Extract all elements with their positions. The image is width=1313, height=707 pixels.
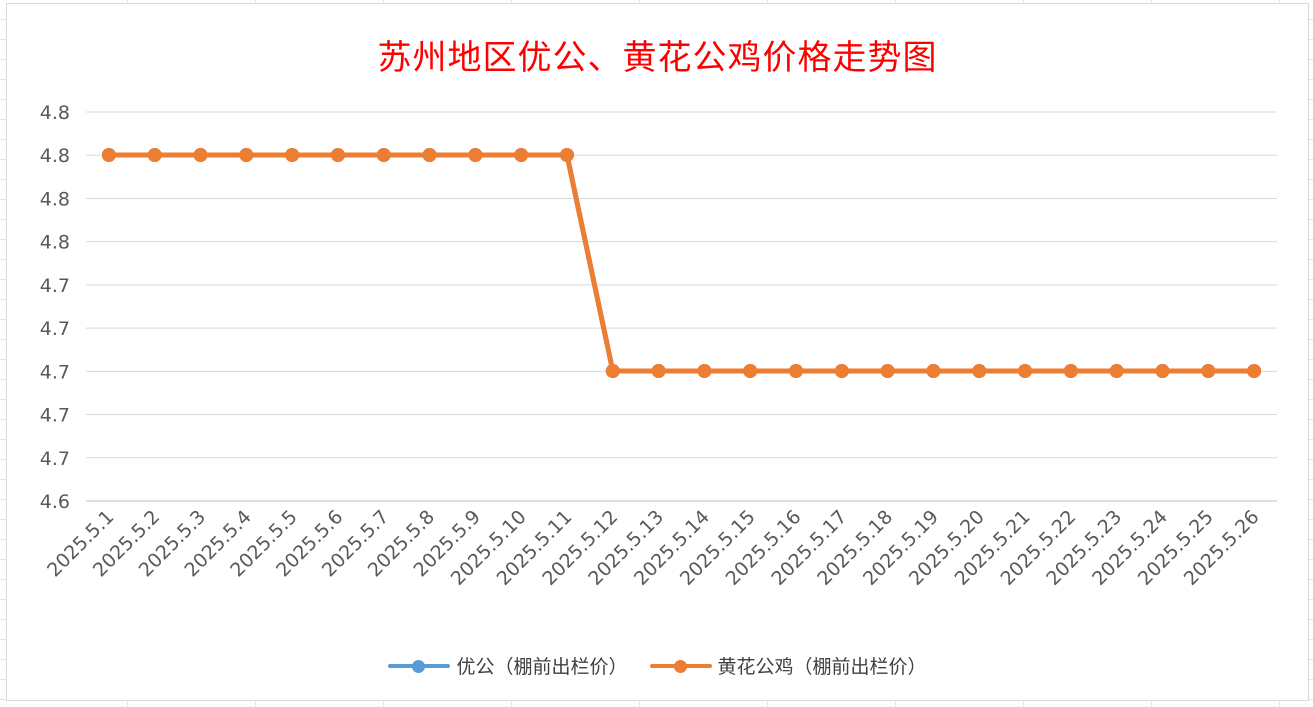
data-point-series-2 <box>330 148 345 162</box>
data-point-series-2 <box>239 148 254 162</box>
data-point-series-2 <box>147 148 162 162</box>
y-tick-label: 4.7 <box>40 361 70 383</box>
chart-container[interactable]: 苏州地区优公、黄花公鸡价格走势图 优公（棚前出栏价） 黄花公鸡（棚前出栏价） <box>6 3 1309 701</box>
legend-item-series-1: 优公（棚前出栏价） <box>388 652 628 679</box>
legend-label-series-2: 黄花公鸡（棚前出栏价） <box>717 656 927 678</box>
data-point-series-2 <box>605 364 620 378</box>
data-point-series-2 <box>926 364 941 378</box>
legend-label-series-1: 优公（棚前出栏价） <box>456 656 628 678</box>
y-tick-label: 4.8 <box>40 232 70 254</box>
legend: 优公（棚前出栏价） 黄花公鸡（棚前出栏价） <box>7 652 1308 679</box>
data-point-series-2 <box>101 148 116 162</box>
data-point-series-2 <box>376 148 391 162</box>
legend-marker-series-2 <box>673 659 687 673</box>
data-point-series-2 <box>193 148 208 162</box>
data-point-series-2 <box>468 148 483 162</box>
y-tick-label: 4.8 <box>40 188 70 210</box>
data-point-series-2 <box>1063 364 1078 378</box>
data-point-series-2 <box>651 364 666 378</box>
legend-item-series-2: 黄花公鸡（棚前出栏价） <box>649 652 927 679</box>
data-point-series-2 <box>834 364 849 378</box>
y-tick-label: 4.7 <box>40 275 70 297</box>
y-tick-label: 4.8 <box>40 102 70 124</box>
y-tick-label: 4.8 <box>40 145 70 167</box>
y-tick-label: 4.6 <box>40 491 70 513</box>
data-point-series-2 <box>285 148 300 162</box>
chart-title: 苏州地区优公、黄花公鸡价格走势图 <box>377 38 938 78</box>
series-line-2 <box>106 152 1257 374</box>
data-point-series-2 <box>697 364 712 378</box>
data-point-series-2 <box>514 148 529 162</box>
legend-swatch-series-1 <box>388 659 451 673</box>
data-point-series-2 <box>1201 364 1216 378</box>
legend-swatch-series-2 <box>649 659 712 673</box>
y-tick-label: 4.7 <box>40 405 70 427</box>
data-point-series-2 <box>743 364 758 378</box>
data-point-series-2 <box>422 148 437 162</box>
data-point-series-2 <box>1247 364 1262 378</box>
legend-marker-series-1 <box>412 659 426 673</box>
data-point-series-2 <box>1155 364 1170 378</box>
data-point-series-2 <box>972 364 987 378</box>
y-tick-label: 4.7 <box>40 318 70 340</box>
data-point-series-2 <box>880 364 895 378</box>
data-point-series-2 <box>1018 364 1033 378</box>
data-point-series-2 <box>1109 364 1124 378</box>
data-point-series-2 <box>559 148 574 162</box>
y-tick-label: 4.7 <box>40 448 70 470</box>
data-point-series-2 <box>789 364 804 378</box>
series-line-1 <box>106 152 1257 374</box>
